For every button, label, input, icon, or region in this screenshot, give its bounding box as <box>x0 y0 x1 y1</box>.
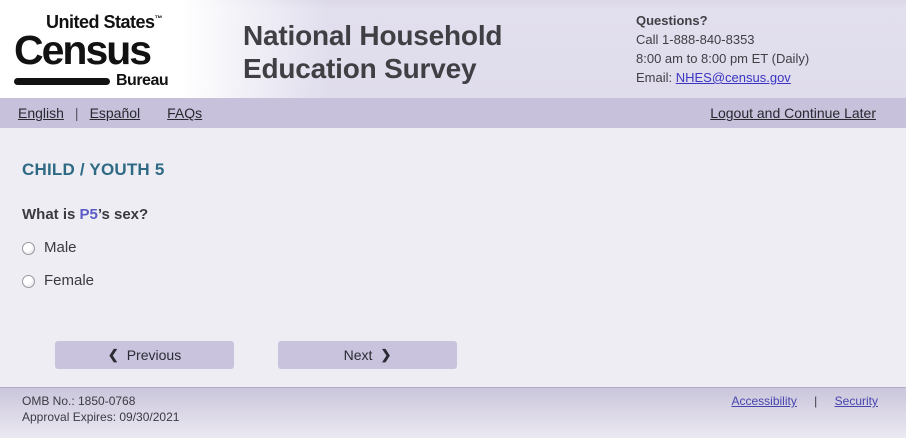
language-link-espanol[interactable]: Español <box>89 105 141 121</box>
email-label: Email: <box>636 70 676 85</box>
page-title-line1: National Household <box>243 20 503 51</box>
questions-heading: Questions? <box>636 13 708 28</box>
census-bureau-logo: United States™ Census Bureau <box>14 9 194 90</box>
language-link-english[interactable]: English <box>18 105 64 121</box>
logo-united-states-text: United States <box>46 12 155 32</box>
site-footer: OMB No.: 1850-0768 Approval Expires: 09/… <box>0 387 906 438</box>
radio-label-female: Female <box>44 272 95 289</box>
logo-underline-bar <box>14 77 110 85</box>
radio-button-female[interactable] <box>22 274 35 288</box>
omb-number: OMB No.: 1850-0768 <box>22 394 136 408</box>
next-button-label: Next <box>343 347 373 363</box>
phone-line: Call 1-888-840-8353 <box>636 32 755 47</box>
previous-button-label: Previous <box>126 347 182 363</box>
next-button[interactable]: Next ❯ <box>278 341 457 369</box>
question-suffix: ’s sex? <box>97 206 149 223</box>
approval-expires: Approval Expires: 09/30/2021 <box>22 410 180 424</box>
logo-united-states: United States™ <box>46 9 194 32</box>
radio-option-female[interactable]: Female <box>22 273 906 289</box>
person-reference: P5 <box>79 206 98 223</box>
section-title: CHILD / YOUTH 5 <box>22 160 165 179</box>
survey-content: CHILD / YOUTH 5 What is P5’s sex? Male F… <box>0 128 906 387</box>
radio-label-male: Male <box>44 239 77 256</box>
email-line: Email: NHES@census.gov <box>636 68 809 87</box>
radio-button-male[interactable] <box>22 241 35 255</box>
page-title: National Household Education Survey <box>243 19 502 85</box>
footer-links: Accessibility | Security <box>731 393 878 409</box>
page-title-line2: Education Survey <box>243 53 477 84</box>
logo-census-text: Census <box>14 27 152 73</box>
faqs-link[interactable]: FAQs <box>167 105 203 121</box>
logo-bureau-row: Bureau <box>14 72 194 90</box>
previous-button[interactable]: ❮ Previous <box>55 341 234 369</box>
accessibility-link[interactable]: Accessibility <box>731 394 797 408</box>
footer-separator: | <box>814 394 818 408</box>
trademark-symbol: ™ <box>154 14 163 23</box>
chevron-left-icon: ❮ <box>107 347 119 362</box>
navigation-buttons: ❮ Previous Next ❯ <box>55 341 906 369</box>
security-link[interactable]: Security <box>834 394 878 408</box>
logo-bureau-text: Bureau <box>116 72 169 89</box>
question-prefix: What is <box>22 206 80 223</box>
site-header: United States™ Census Bureau National Ho… <box>0 0 906 98</box>
top-nav-bar: English | Español FAQs Logout and Contin… <box>0 98 906 128</box>
chevron-right-icon: ❯ <box>380 347 392 362</box>
hours-line: 8:00 am to 8:00 pm ET (Daily) <box>636 51 810 66</box>
question-text: What is P5’s sex? <box>22 206 906 223</box>
radio-option-male[interactable]: Male <box>22 240 906 256</box>
nav-separator: | <box>74 105 79 121</box>
omb-block: OMB No.: 1850-0768 Approval Expires: 09/… <box>22 393 179 425</box>
logout-continue-later-link[interactable]: Logout and Continue Later <box>710 105 876 121</box>
contact-info-block: Questions? Call 1-888-840-8353 8:00 am t… <box>636 11 809 87</box>
email-link[interactable]: NHES@census.gov <box>675 70 791 85</box>
